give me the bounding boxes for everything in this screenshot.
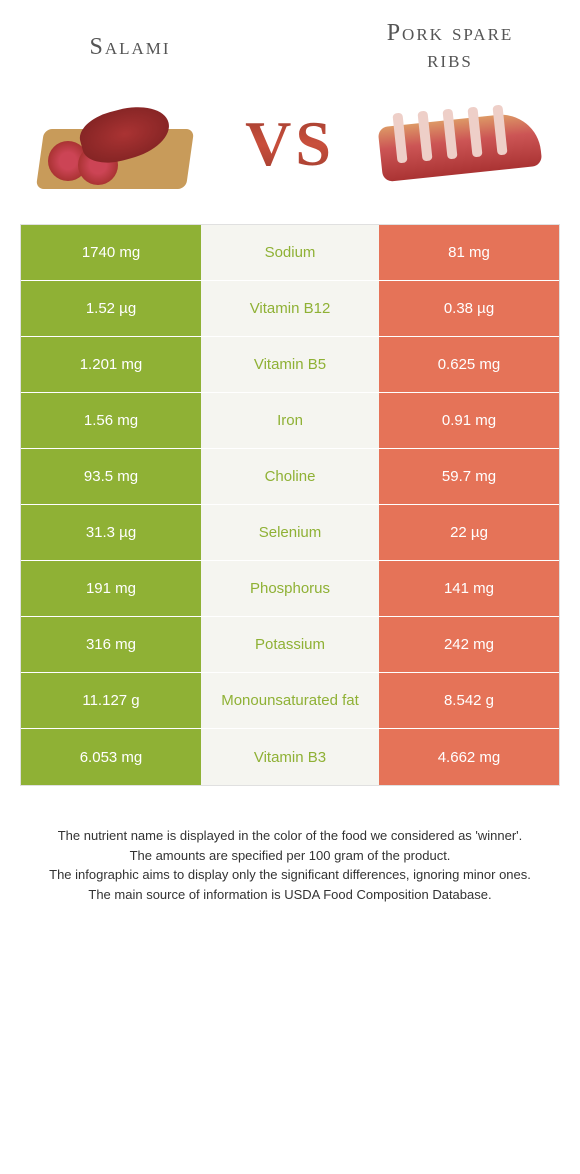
right-food-image [370,84,550,204]
left-value: 93.5 mg [21,449,201,504]
left-value: 316 mg [21,617,201,672]
right-value: 0.625 mg [379,337,559,392]
ribs-icon [375,99,545,189]
header-right: Pork spare ribs [360,20,540,74]
vs-label: VS [245,107,335,181]
nutrient-name: Iron [201,393,379,448]
footnote-line: The nutrient name is displayed in the co… [30,826,550,846]
left-value: 1.56 mg [21,393,201,448]
left-value: 191 mg [21,561,201,616]
right-value: 0.91 mg [379,393,559,448]
nutrient-name: Sodium [201,225,379,280]
table-row: 1.52 µgVitamin B120.38 µg [21,281,559,337]
right-value: 81 mg [379,225,559,280]
table-row: 11.127 gMonounsaturated fat8.542 g [21,673,559,729]
right-value: 0.38 µg [379,281,559,336]
left-value: 1.52 µg [21,281,201,336]
footnotes: The nutrient name is displayed in the co… [0,786,580,904]
left-value: 6.053 mg [21,729,201,785]
table-row: 1740 mgSodium81 mg [21,225,559,281]
left-food-image [30,84,210,204]
salami-icon [40,99,200,189]
left-food-title: Salami [40,34,220,61]
left-value: 1740 mg [21,225,201,280]
right-value: 8.542 g [379,673,559,728]
right-value: 242 mg [379,617,559,672]
footnote-line: The amounts are specified per 100 gram o… [30,846,550,866]
nutrient-name: Choline [201,449,379,504]
footnote-line: The infographic aims to display only the… [30,865,550,885]
table-row: 1.201 mgVitamin B50.625 mg [21,337,559,393]
table-row: 6.053 mgVitamin B34.662 mg [21,729,559,785]
nutrient-name: Selenium [201,505,379,560]
header: Salami Pork spare ribs [0,0,580,84]
table-row: 316 mgPotassium242 mg [21,617,559,673]
table-row: 1.56 mgIron0.91 mg [21,393,559,449]
left-value: 31.3 µg [21,505,201,560]
right-value: 4.662 mg [379,729,559,785]
footnote-line: The main source of information is USDA F… [30,885,550,905]
nutrient-name: Phosphorus [201,561,379,616]
nutrient-table: 1740 mgSodium81 mg1.52 µgVitamin B120.38… [20,224,560,786]
table-row: 31.3 µgSelenium22 µg [21,505,559,561]
nutrient-name: Vitamin B3 [201,729,379,785]
table-row: 93.5 mgCholine59.7 mg [21,449,559,505]
table-row: 191 mgPhosphorus141 mg [21,561,559,617]
header-left: Salami [40,34,220,61]
nutrient-name: Vitamin B12 [201,281,379,336]
vs-row: VS [0,84,580,224]
nutrient-name: Vitamin B5 [201,337,379,392]
nutrient-name: Potassium [201,617,379,672]
right-food-title: Pork spare ribs [360,20,540,74]
right-value: 22 µg [379,505,559,560]
right-value: 59.7 mg [379,449,559,504]
left-value: 1.201 mg [21,337,201,392]
nutrient-name: Monounsaturated fat [201,673,379,728]
right-value: 141 mg [379,561,559,616]
left-value: 11.127 g [21,673,201,728]
